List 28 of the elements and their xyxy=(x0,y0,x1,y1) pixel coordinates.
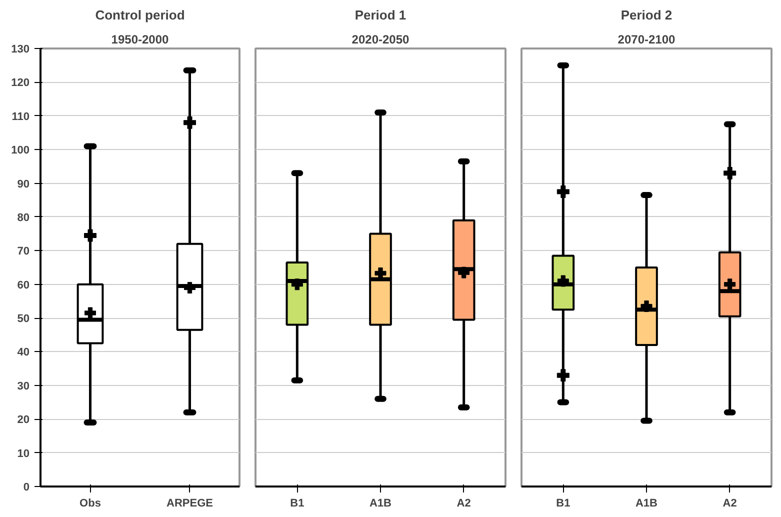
y-tick-label: 30 xyxy=(17,380,30,392)
y-tick-label: 50 xyxy=(17,313,30,326)
chart-title: Period 1 xyxy=(354,8,406,22)
chart-title: Control period xyxy=(95,8,185,22)
y-tick-label: 120 xyxy=(11,77,30,90)
x-tick-label: A1B xyxy=(635,498,658,510)
y-tick-label: 100 xyxy=(11,144,30,157)
x-tick-label: Obs xyxy=(80,498,101,510)
chart-subtitle: 2020-2050 xyxy=(352,32,410,46)
x-tick-label: A1B xyxy=(369,498,392,510)
chart-subtitle: 1950-2000 xyxy=(111,32,170,46)
y-tick-label: 0 xyxy=(23,482,30,494)
y-tick-label: 80 xyxy=(17,212,30,224)
y-tick-label: 130 xyxy=(11,44,30,56)
y-tick-label: 90 xyxy=(17,178,30,190)
chart-subtitle: 2070-2100 xyxy=(618,32,676,46)
x-tick-label: ARPEGE xyxy=(166,498,213,510)
x-tick-label: A2 xyxy=(456,498,471,510)
y-tick-label: 20 xyxy=(17,414,30,426)
y-tick-label: 70 xyxy=(17,246,30,258)
x-tick-label: B1 xyxy=(290,498,304,510)
y-tick-label: 60 xyxy=(17,279,30,292)
x-tick-label: A2 xyxy=(722,498,737,510)
chart-title: Period 2 xyxy=(620,8,672,22)
x-tick-label: B1 xyxy=(556,498,570,510)
y-tick-label: 10 xyxy=(17,448,30,460)
y-tick-label: 110 xyxy=(12,110,30,123)
y-tick-label: 40 xyxy=(17,346,30,359)
